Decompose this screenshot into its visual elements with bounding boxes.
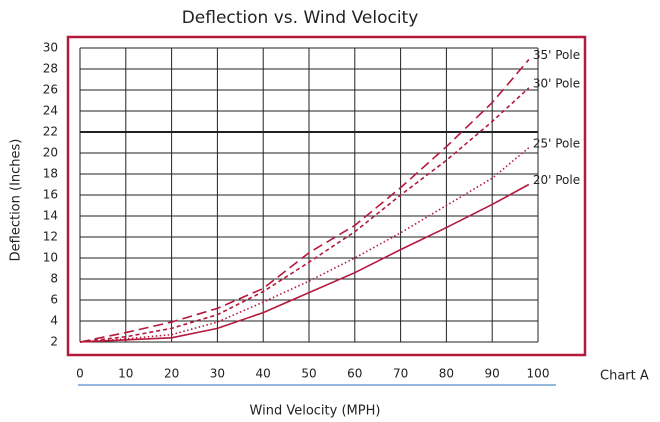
series-line <box>79 183 530 343</box>
y-tick-label: 4 <box>50 314 58 328</box>
series-label: 30' Pole <box>533 76 580 90</box>
x-tick-label: 20 <box>164 367 179 381</box>
annotation: Chart A <box>600 369 649 384</box>
y-axis-label: Deflection (Inches) <box>9 139 24 262</box>
x-tick-label: 10 <box>118 367 133 381</box>
x-tick-label: 0 <box>76 367 84 381</box>
y-tick-label: 18 <box>43 167 58 181</box>
x-tick-label: 100 <box>527 367 550 381</box>
x-tick-label: 70 <box>393 367 408 381</box>
y-tick-label: 12 <box>43 230 58 244</box>
x-tick-label: 90 <box>485 367 500 381</box>
x-tick-label: 80 <box>439 367 454 381</box>
y-tick-label: 20 <box>43 146 58 160</box>
series-line <box>79 147 530 343</box>
x-tick-label: 30 <box>210 367 225 381</box>
x-axis-label: Wind Velocity (MPH) <box>250 404 381 419</box>
series-line <box>79 87 530 343</box>
x-tick-label: 50 <box>301 367 316 381</box>
x-tick-label: 40 <box>256 367 271 381</box>
series-label: 25' Pole <box>533 136 580 150</box>
chart-title: Deflection vs. Wind Velocity <box>182 8 419 28</box>
x-tick-label: 60 <box>347 367 362 381</box>
chart-frame <box>66 35 587 357</box>
series-label: 20' Pole <box>533 173 580 187</box>
y-tick-label: 8 <box>50 272 58 286</box>
y-tick-label: 28 <box>43 62 58 76</box>
y-tick-label: 26 <box>43 83 58 97</box>
y-tick-label: 22 <box>43 125 58 139</box>
y-tick-label: 2 <box>50 335 58 349</box>
series-label: 35' Pole <box>533 48 580 62</box>
y-tick-label: 6 <box>50 293 58 307</box>
y-tick-label: 14 <box>43 209 58 223</box>
series-line <box>79 59 530 343</box>
y-tick-label: 30 <box>43 41 58 55</box>
y-tick-label: 24 <box>43 104 58 118</box>
y-tick-label: 16 <box>43 188 58 202</box>
y-tick-label: 10 <box>43 251 58 265</box>
